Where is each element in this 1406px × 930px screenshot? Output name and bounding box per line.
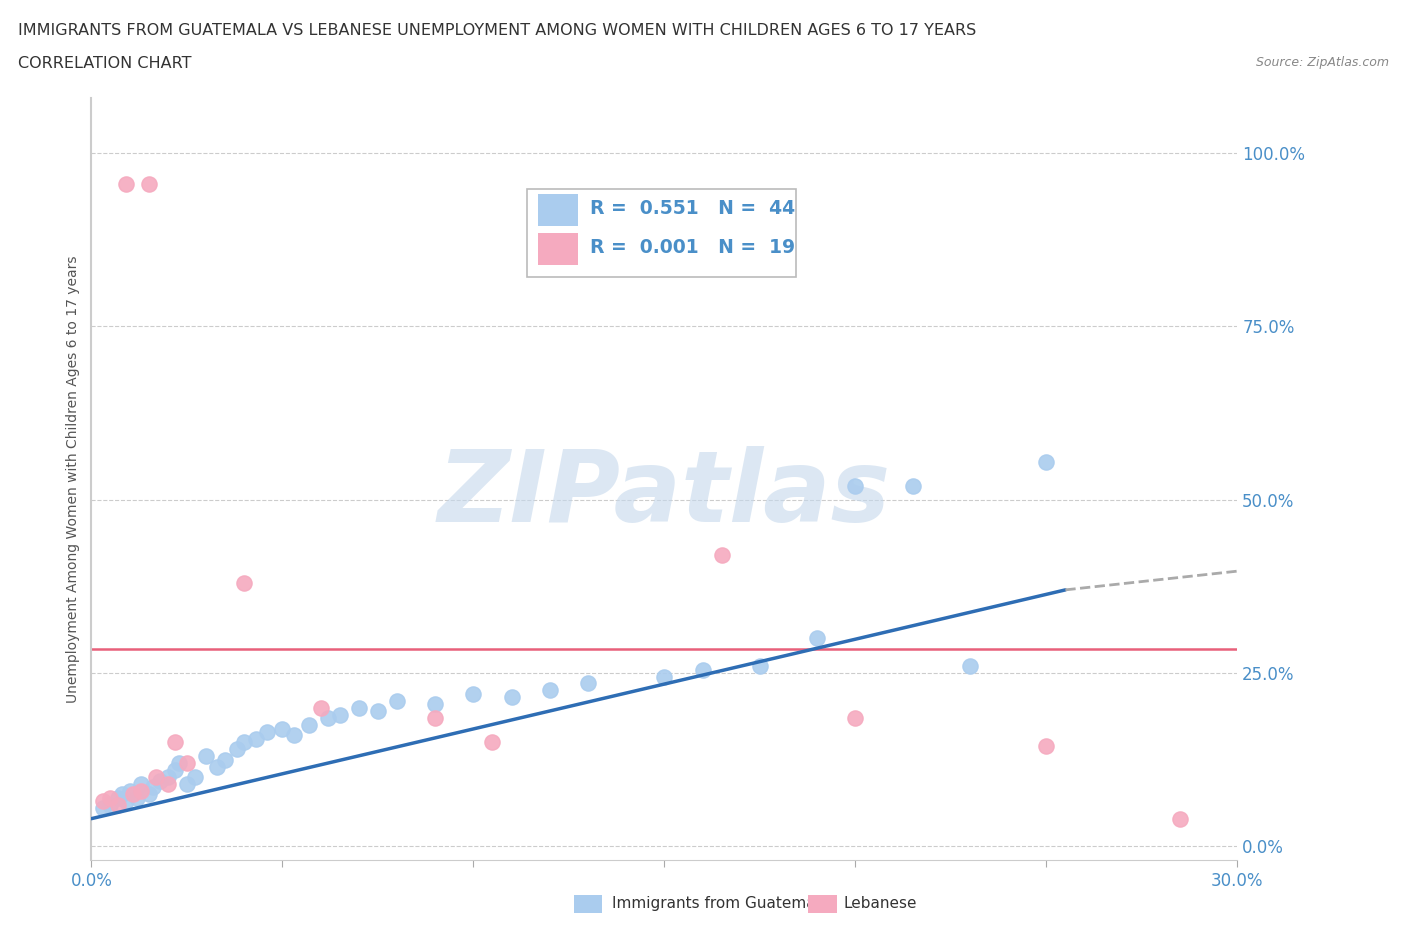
Point: [194, 749, 217, 764]
Point: [167, 756, 190, 771]
Bar: [538, 193, 578, 226]
Point: [748, 658, 770, 673]
Point: [100, 797, 122, 812]
Point: [316, 711, 339, 725]
Point: [111, 787, 134, 802]
Text: IMMIGRANTS FROM GUATEMALA VS LEBANESE UNEMPLOYMENT AMONG WOMEN WITH CHILDREN AGE: IMMIGRANTS FROM GUATEMALA VS LEBANESE UN…: [18, 23, 977, 38]
Point: [176, 777, 198, 791]
Point: [271, 721, 294, 736]
Point: [129, 783, 152, 798]
Point: [138, 177, 160, 192]
Point: [122, 787, 145, 802]
Text: Source: ZipAtlas.com: Source: ZipAtlas.com: [1256, 56, 1389, 69]
Point: [367, 704, 389, 719]
Point: [107, 797, 129, 812]
Point: [501, 690, 523, 705]
Point: [225, 742, 247, 757]
Point: [1035, 738, 1057, 753]
Point: [176, 756, 198, 771]
Point: [423, 711, 446, 725]
Point: [283, 728, 305, 743]
Point: [149, 773, 172, 788]
Point: [463, 686, 485, 701]
Point: [165, 735, 187, 750]
Point: [91, 794, 114, 809]
Point: [298, 718, 321, 733]
Point: [959, 658, 981, 673]
Point: [183, 770, 205, 785]
Point: [806, 631, 828, 645]
Point: [385, 694, 408, 709]
Text: R =  0.551   N =  44: R = 0.551 N = 44: [591, 199, 794, 218]
Text: Immigrants from Guatemala: Immigrants from Guatemala: [612, 897, 830, 911]
Point: [481, 735, 503, 750]
Point: [901, 478, 924, 493]
Point: [114, 177, 136, 192]
Bar: [538, 233, 578, 265]
Point: [156, 777, 179, 791]
Text: ZIPatlas: ZIPatlas: [437, 445, 891, 543]
Point: [233, 735, 256, 750]
Point: [1035, 454, 1057, 469]
Point: [245, 732, 267, 747]
Point: [309, 700, 332, 715]
Point: [127, 790, 149, 805]
Point: [233, 576, 256, 591]
Point: [129, 777, 152, 791]
Point: [165, 763, 187, 777]
Point: [652, 669, 675, 684]
Point: [138, 787, 160, 802]
Point: [710, 548, 733, 563]
Point: [91, 801, 114, 816]
Point: [207, 759, 229, 774]
Point: [844, 711, 866, 725]
Point: [118, 783, 141, 798]
Point: [347, 700, 370, 715]
Point: [100, 790, 122, 805]
Point: [423, 697, 446, 711]
Point: [156, 770, 179, 785]
FancyBboxPatch shape: [527, 189, 796, 277]
Text: R =  0.001   N =  19: R = 0.001 N = 19: [591, 238, 794, 258]
Point: [145, 770, 167, 785]
Point: [141, 780, 163, 795]
Point: [114, 794, 136, 809]
Point: [576, 676, 599, 691]
Text: Lebanese: Lebanese: [844, 897, 917, 911]
Point: [107, 790, 129, 805]
Point: [844, 478, 866, 493]
Point: [329, 707, 352, 722]
Point: [538, 683, 561, 698]
Point: [692, 662, 714, 677]
Point: [1168, 811, 1191, 826]
Point: [214, 752, 236, 767]
Text: CORRELATION CHART: CORRELATION CHART: [18, 56, 191, 71]
Point: [256, 724, 278, 739]
Y-axis label: Unemployment Among Women with Children Ages 6 to 17 years: Unemployment Among Women with Children A…: [66, 255, 80, 703]
